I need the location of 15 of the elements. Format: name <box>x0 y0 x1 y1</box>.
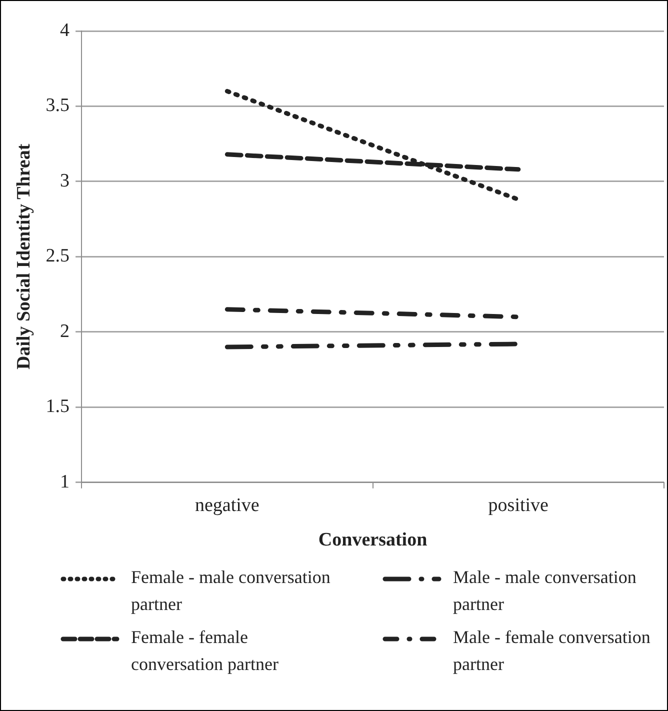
y-tick-label: 2 <box>60 320 70 342</box>
y-tick-label: 1 <box>60 471 70 492</box>
legend-label: Female - male conversation partner <box>131 566 331 616</box>
x-tick-label: positive <box>488 494 548 516</box>
x-tick-label: negative <box>194 494 260 516</box>
y-tick-label: 3 <box>60 170 70 192</box>
y-tick-label: 2.5 <box>46 246 70 267</box>
legend-label: Female - female conversation partner <box>131 626 280 676</box>
y-tick-label: 1.5 <box>46 396 70 418</box>
x-axis-title: Conversation <box>318 530 428 551</box>
y-axis-title: Daily Social Identity Threat <box>13 143 34 370</box>
y-tick-label: 3.5 <box>46 95 70 116</box>
legend-label: Male - female conversation partner <box>453 626 652 676</box>
y-tick-label: 4 <box>60 20 70 41</box>
legend-label: Male - male conversation partner <box>453 566 638 616</box>
